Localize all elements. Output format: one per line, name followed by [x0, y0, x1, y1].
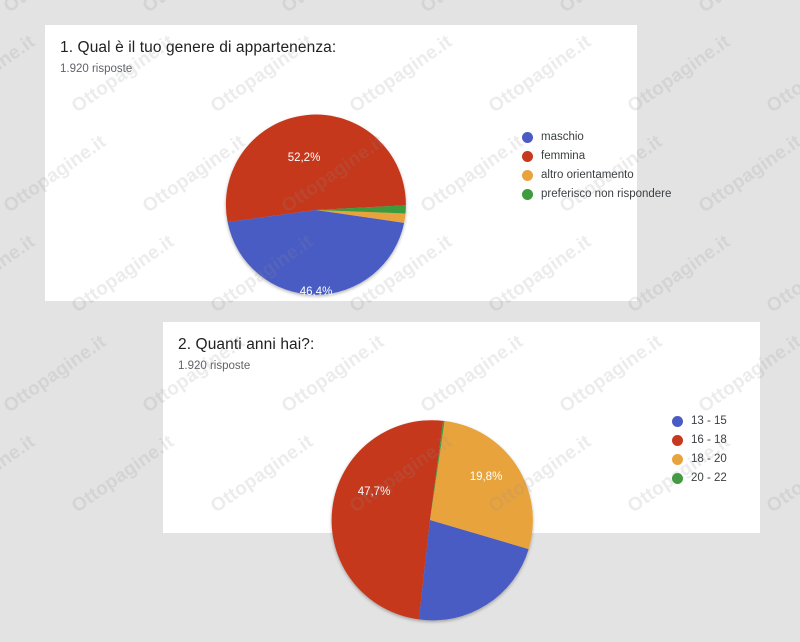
legend-dot-icon-blue [672, 415, 683, 427]
watermark-text: Ottopagine.it [695, 0, 800, 18]
legend-item-maschio[interactable]: maschio [522, 131, 671, 143]
pie-slice-altro-orientamento[interactable] [316, 210, 406, 223]
slice-label-16-18: 47,7% [358, 486, 391, 498]
watermark-text: Ottopagine.it [0, 431, 40, 518]
legend-label-femmina: femmina [541, 150, 586, 162]
legend-label-preferisco-non-rispondere: preferisco non rispondere [541, 188, 672, 200]
legend-item-preferisco-non-rispondere[interactable]: preferisco non rispondere [522, 188, 671, 200]
watermark-text: Ottopagine.it [763, 31, 800, 118]
watermark-text: Ottopagine.it [763, 431, 800, 518]
legend-item-femmina[interactable]: femmina [522, 150, 671, 162]
legend-label-altro-orientamento: altro orientamento [541, 169, 634, 181]
slice-label-18-20: 19,8% [470, 471, 503, 483]
legend-dot-icon-green [522, 188, 533, 200]
legend-gender: maschio femmina altro orientamento prefe… [522, 131, 671, 200]
pie-gender-svg: 52,2% 46,4% [225, 114, 406, 298]
pie-age-slices [331, 420, 533, 621]
pie-slice-femmina[interactable] [225, 114, 406, 223]
pie-age-svg: 47,7% 19,8% [331, 420, 533, 621]
legend-item-16-18[interactable]: 16 - 18 [672, 434, 727, 446]
legend-item-altro-orientamento[interactable]: altro orientamento [522, 169, 671, 181]
legend-label-18-20: 18 - 20 [691, 453, 727, 465]
legend-item-13-15[interactable]: 13 - 15 [672, 415, 727, 427]
watermark-text: Ottopagine.it [0, 231, 40, 318]
watermark-text: Ottopagine.it [0, 331, 111, 418]
watermark-text: Ottopagine.it [624, 31, 735, 118]
watermark-text: Ottopagine.it [556, 0, 667, 18]
legend-dot-icon-blue [522, 131, 533, 143]
watermark-text: Ottopagine.it [0, 31, 40, 118]
legend-dot-icon-green [672, 472, 683, 484]
pie-chart-age: 47,7% 19,8% [318, 412, 548, 642]
response-count-gender: 1.920 risposte [60, 63, 133, 75]
pie-slice-18-20[interactable] [430, 420, 533, 550]
chart-card-gender: 1. Qual è il tuo genere di appartenenza:… [45, 25, 671, 302]
response-count-age: 1.920 risposte [178, 360, 251, 372]
pie-gender-slices [225, 114, 406, 295]
legend-dot-icon-orange [672, 453, 683, 465]
slice-label-femmina: 52,2% [288, 152, 321, 164]
watermark-text: Ottopagine.it [0, 0, 111, 18]
watermark-text: Ottopagine.it [695, 131, 800, 218]
page-title-age: 2. Quanti anni hai?: [178, 336, 315, 353]
legend-item-18-20[interactable]: 18 - 20 [672, 453, 727, 465]
legend-label-13-15: 13 - 15 [691, 415, 727, 427]
page-title: 1. Qual è il tuo genere di appartenenza: [60, 39, 337, 56]
watermark-text: Ottopagine.it [624, 231, 735, 318]
pie-slice-maschio[interactable] [227, 210, 405, 295]
legend-item-20-22[interactable]: 20 - 22 [672, 472, 727, 484]
watermark-text: Ottopagine.it [417, 0, 528, 18]
watermark-text: Ottopagine.it [278, 0, 389, 18]
pie-slice-preferisco-non-rispondere[interactable] [316, 205, 406, 214]
legend-dot-icon-red [672, 434, 683, 446]
legend-dot-icon-orange [522, 169, 533, 181]
slice-label-maschio: 46,4% [300, 286, 333, 298]
legend-age: 13 - 15 16 - 18 18 - 20 20 - 22 [672, 415, 727, 484]
pie-slice-20-22[interactable] [430, 420, 445, 520]
legend-dot-icon-red [522, 150, 533, 162]
legend-label-16-18: 16 - 18 [691, 434, 727, 446]
legend-label-maschio: maschio [541, 131, 584, 143]
legend-label-20-22: 20 - 22 [691, 472, 727, 484]
watermark-text: Ottopagine.it [139, 0, 250, 18]
watermark-text: Ottopagine.it [763, 231, 800, 318]
pie-chart-gender: 52,2% 46,4% [225, 114, 406, 302]
